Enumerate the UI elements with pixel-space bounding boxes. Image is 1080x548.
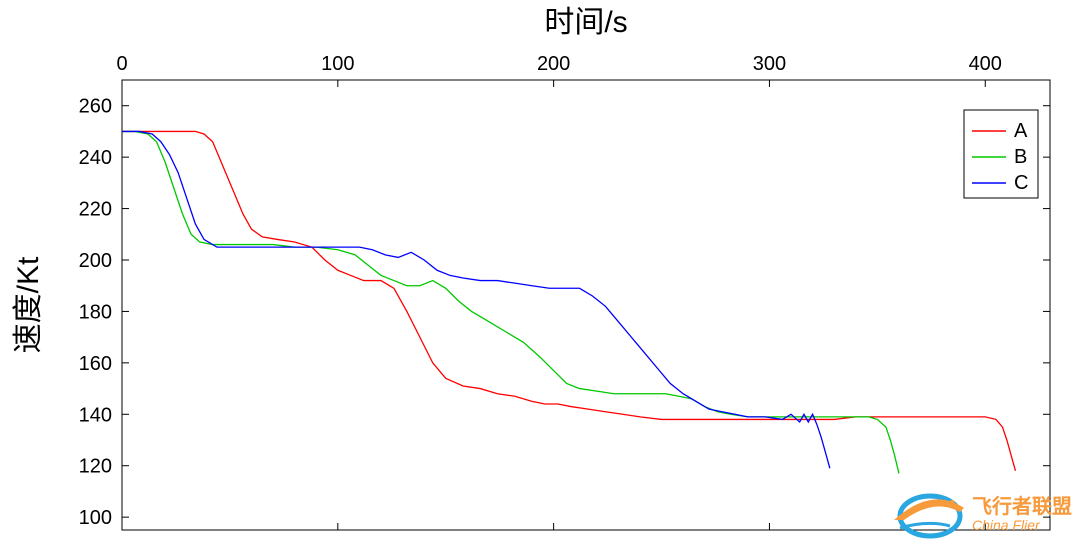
y-axis-title: 速度/Kt	[12, 256, 45, 353]
line-chart: 0 100 200 300 400 100 120 140 160 180 200 220 240 260…	[0, 0, 1080, 548]
y-tick-label: 220	[79, 199, 112, 221]
logo-mark	[888, 490, 966, 540]
x-tick-label: 300	[753, 53, 786, 75]
y-tick-label: 140	[79, 404, 112, 426]
series-B	[122, 131, 899, 473]
legend-label: A	[1014, 120, 1028, 142]
watermark-logo: 飞行者联盟 China Flier	[888, 490, 1072, 540]
y-tick-label: 200	[79, 250, 112, 272]
x-tick-label: 0	[116, 53, 127, 75]
watermark-text-en: China Flier	[972, 518, 1072, 533]
y-tick-label: 240	[79, 147, 112, 169]
series-A	[122, 131, 1015, 470]
legend-label: C	[1014, 172, 1028, 194]
y-tick-label: 100	[79, 507, 112, 529]
y-tick-label: 160	[79, 353, 112, 375]
plot-border	[122, 80, 1050, 530]
chart-container: 0 100 200 300 400 100 120 140 160 180 200 220 240 260…	[0, 0, 1080, 548]
x-tick-label: 400	[969, 53, 1002, 75]
y-tick-label: 260	[79, 96, 112, 118]
x-tick-label: 200	[537, 53, 570, 75]
y-tick-label: 180	[79, 301, 112, 323]
x-axis-title: 时间/s	[544, 6, 627, 39]
y-tick-label: 120	[79, 456, 112, 478]
series-C	[122, 131, 830, 468]
x-tick-label: 100	[321, 53, 354, 75]
watermark-text-cn: 飞行者联盟	[972, 497, 1072, 518]
legend-label: B	[1014, 146, 1027, 168]
